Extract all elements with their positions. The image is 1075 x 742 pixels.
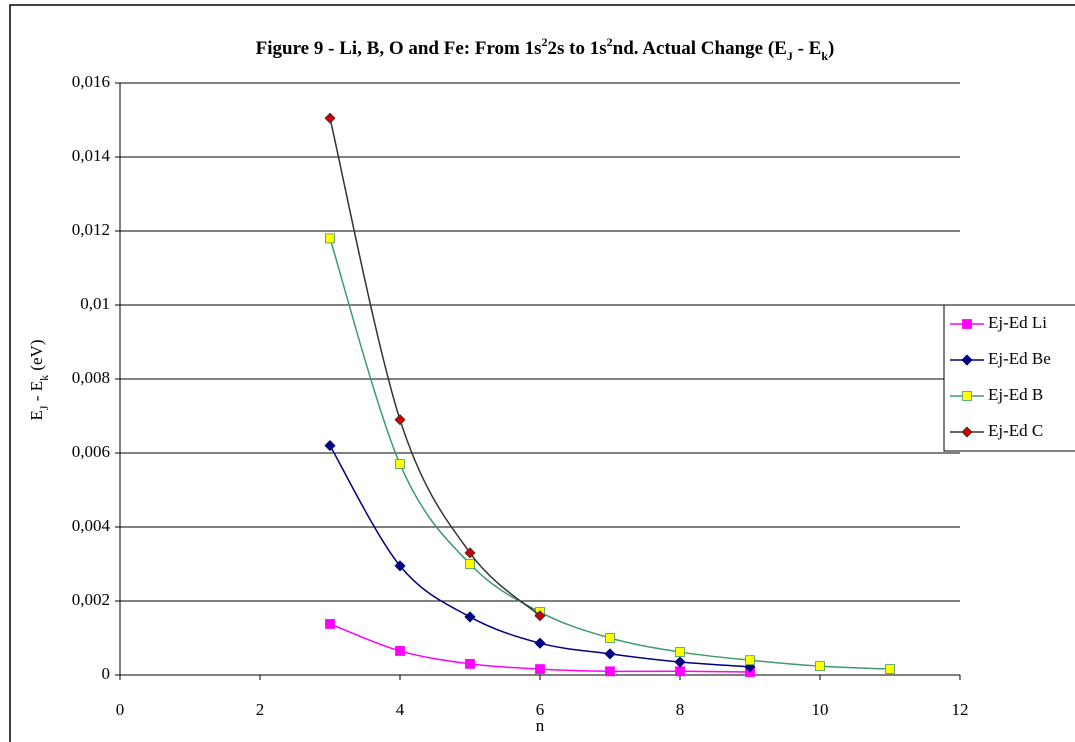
text-part: 2	[607, 35, 613, 49]
y-axis-label: EJ - Ek (eV)	[27, 339, 51, 420]
marker	[395, 459, 405, 470]
marker	[885, 664, 895, 674]
legend-marker	[962, 391, 972, 401]
x-tick-label: 2	[256, 700, 265, 719]
legend-label: Ej-Ed Li	[988, 313, 1047, 332]
marker	[745, 655, 755, 666]
series-line	[329, 238, 891, 670]
y-tick-label: 0,01	[80, 294, 110, 313]
marker	[324, 440, 336, 452]
marker	[815, 661, 825, 672]
marker	[394, 414, 406, 426]
x-tick-label: 0	[116, 700, 125, 719]
legend-label: Ej-Ed C	[988, 421, 1043, 440]
text-part: nd. Actual Change (E	[613, 38, 787, 59]
marker	[325, 233, 335, 244]
x-tick-label: 8	[676, 700, 685, 719]
y-tick-label: 0,006	[72, 442, 110, 461]
marker	[395, 646, 405, 656]
text-part: 2s to 1s	[548, 38, 607, 59]
x-tick-label: 10	[812, 700, 829, 719]
text-part: 2	[542, 35, 548, 49]
chart-border	[9, 4, 1075, 742]
y-tick-label: 0,004	[72, 516, 111, 535]
y-tick-label: 0,008	[72, 368, 110, 387]
legend-label: Ej-Ed Be	[988, 349, 1051, 368]
marker	[605, 633, 615, 643]
x-tick-label: 12	[952, 700, 969, 719]
marker	[675, 666, 685, 677]
marker	[465, 559, 475, 569]
text-part: - E	[793, 38, 822, 59]
text-part: )	[828, 38, 834, 59]
marker	[324, 112, 336, 124]
y-tick-label: 0,014	[72, 146, 111, 165]
marker	[465, 659, 475, 669]
text-part: Figure 9 - Li, B, O and Fe: From 1s	[256, 38, 542, 59]
y-tick-label: 0	[102, 664, 111, 683]
text-part: J	[787, 49, 793, 63]
chart-title: Figure 9 - Li, B, O and Fe: From 1s22s t…	[256, 35, 835, 63]
marker	[464, 547, 476, 559]
marker	[604, 648, 616, 660]
y-tick-label: 0,002	[72, 590, 110, 609]
legend-marker	[962, 319, 972, 329]
y-tick-label: 0,012	[72, 220, 110, 239]
marker	[464, 611, 476, 623]
marker	[674, 656, 686, 668]
text-part: k	[821, 49, 828, 63]
legend-marker	[961, 354, 973, 366]
marker	[605, 666, 615, 677]
marker	[675, 647, 685, 657]
legend-marker	[961, 426, 973, 438]
x-tick-label: 6	[536, 700, 545, 719]
text-part: E	[27, 410, 46, 420]
series-line	[329, 117, 541, 617]
marker	[534, 610, 546, 622]
text-part: k	[37, 375, 51, 381]
legend-label: Ej-Ed B	[988, 385, 1043, 404]
marker	[535, 664, 545, 674]
marker	[325, 619, 335, 629]
x-axis-label: n	[536, 716, 545, 735]
text-part: - E	[27, 381, 46, 406]
y-tick-label: 0,016	[72, 72, 110, 91]
x-tick-label: 4	[396, 700, 405, 719]
marker	[534, 637, 546, 649]
text-part: J	[37, 405, 51, 410]
legend-box	[943, 304, 1075, 452]
marker	[394, 560, 406, 572]
text-part: (eV)	[27, 339, 46, 374]
